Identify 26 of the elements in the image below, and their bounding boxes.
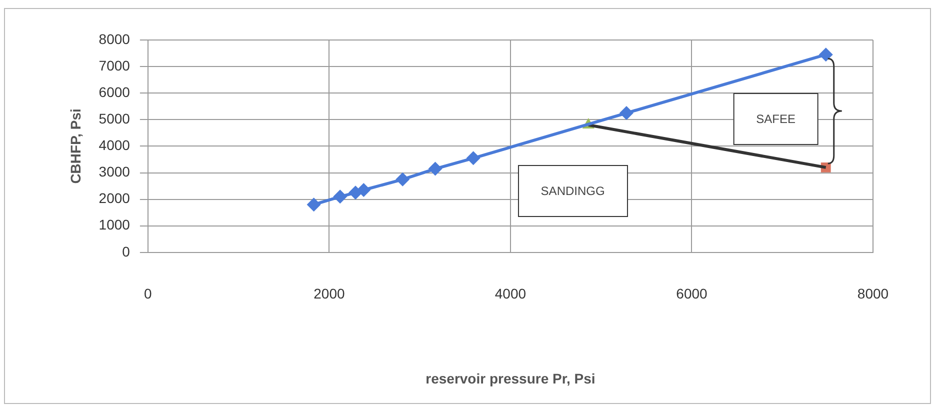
x-tick-label: 6000 [676, 286, 708, 302]
x-tick-label: 0 [144, 286, 152, 302]
point [396, 172, 410, 186]
point [333, 190, 348, 204]
point [466, 151, 480, 166]
y-tick-label: 8000 [98, 30, 130, 47]
x-axis-title: reservoir pressure Pr, Psi [426, 370, 596, 386]
point [356, 183, 371, 198]
y-tick-label: 5000 [98, 110, 130, 127]
point [818, 48, 833, 62]
y-tick-label: 1000 [98, 216, 130, 233]
x-tick-label: 8000 [857, 286, 889, 302]
y-axis-title: CBHFP, Psi [67, 108, 84, 184]
y-tick-label: 6000 [98, 84, 130, 100]
point [306, 198, 321, 212]
x-tick-label: 2000 [314, 286, 345, 302]
y-tick-label: 2000 [98, 190, 130, 206]
point [619, 106, 634, 120]
text-box: SAFEE [733, 92, 818, 145]
y-tick-label: 3000 [98, 164, 130, 180]
y-tick-label: 7000 [98, 57, 130, 74]
text-box: SANDINGG [518, 164, 628, 217]
y-tick-label: 4000 [98, 137, 130, 154]
x-tick-label: 4000 [494, 286, 526, 302]
y-tick-label: 0 [122, 243, 130, 260]
point [428, 162, 442, 176]
